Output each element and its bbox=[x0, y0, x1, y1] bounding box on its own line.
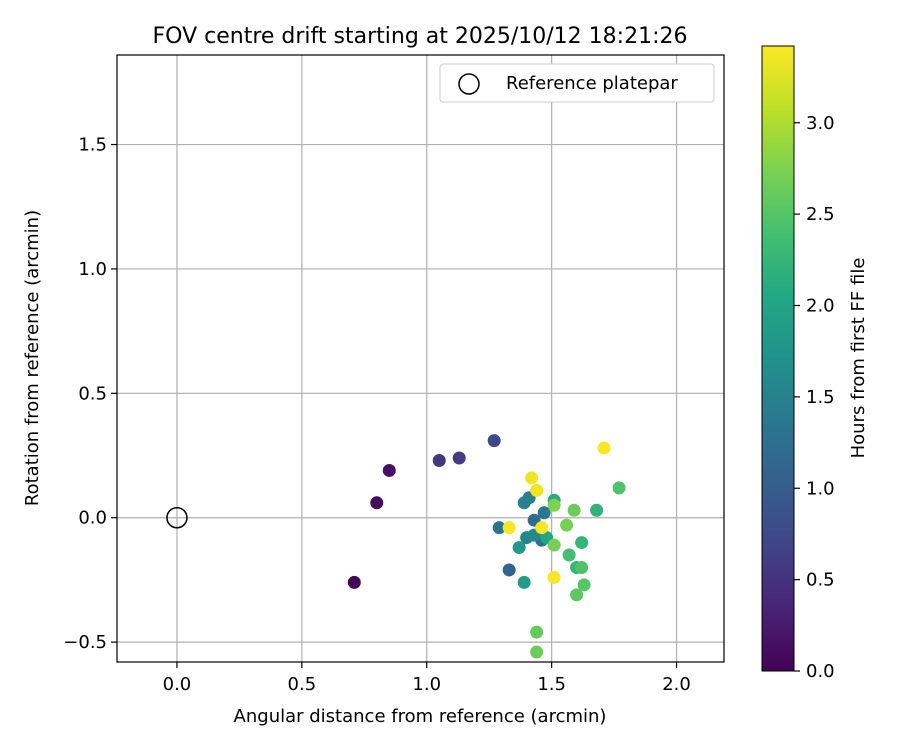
legend-box bbox=[439, 63, 715, 103]
colorbar-label: Hours from first FF file bbox=[848, 258, 869, 459]
data-point bbox=[517, 575, 531, 589]
data-point bbox=[452, 451, 466, 465]
scatter-points bbox=[347, 434, 626, 659]
legend: Reference platepar bbox=[439, 63, 715, 103]
colorbar-tick-label: 2.0 bbox=[806, 296, 835, 317]
data-point bbox=[547, 498, 561, 512]
data-point bbox=[535, 521, 549, 535]
x-tick-label: 0.0 bbox=[163, 674, 192, 695]
data-point bbox=[567, 503, 581, 517]
y-tick-label: 0.0 bbox=[78, 508, 107, 529]
data-point bbox=[530, 645, 544, 659]
plot-area: 0.0 0.5 1.0 1.5 2.0 −0.5 0.0 0.5 1.0 1.5 bbox=[63, 54, 725, 695]
colorbar-tick-label: 1.5 bbox=[806, 387, 835, 408]
y-tick-label: 1.0 bbox=[78, 259, 107, 280]
x-tick-label: 0.5 bbox=[288, 674, 317, 695]
chart-title: FOV centre drift starting at 2025/10/12 … bbox=[153, 24, 688, 49]
data-point bbox=[547, 570, 561, 584]
data-point bbox=[487, 434, 501, 448]
colorbar-tick-label: 0.0 bbox=[806, 661, 835, 682]
colorbar-tick-label: 0.5 bbox=[806, 570, 835, 591]
x-tick-label: 1.0 bbox=[412, 674, 441, 695]
data-point bbox=[512, 541, 526, 555]
y-tick-label: −0.5 bbox=[63, 632, 107, 653]
x-tick-label: 1.5 bbox=[537, 674, 566, 695]
legend-entry: Reference platepar bbox=[506, 73, 678, 94]
data-point bbox=[560, 518, 574, 532]
data-point bbox=[517, 496, 531, 510]
reference-point-marker bbox=[166, 506, 188, 529]
data-point bbox=[547, 538, 561, 552]
x-axis-ticks: 0.0 0.5 1.0 1.5 2.0 bbox=[163, 662, 691, 695]
data-point bbox=[525, 471, 539, 485]
data-point bbox=[382, 463, 396, 477]
data-point bbox=[562, 548, 576, 562]
data-point bbox=[530, 483, 544, 497]
data-point bbox=[370, 496, 384, 510]
y-axis-label: Rotation from reference (arcmin) bbox=[22, 210, 43, 506]
colorbar-tick-label: 3.0 bbox=[806, 113, 835, 134]
data-point bbox=[492, 521, 506, 535]
y-tick-label: 1.5 bbox=[78, 135, 107, 156]
data-point bbox=[575, 536, 589, 550]
data-point bbox=[502, 563, 516, 577]
data-point bbox=[530, 625, 544, 639]
plot-frame bbox=[116, 54, 725, 663]
colorbar-ticks: 0.0 0.5 1.0 1.5 2.0 2.5 3.0 bbox=[794, 113, 835, 682]
grid-lines bbox=[117, 55, 724, 662]
data-point bbox=[612, 481, 626, 495]
data-point bbox=[432, 453, 446, 467]
x-tick-label: 2.0 bbox=[662, 674, 691, 695]
y-axis-ticks: −0.5 0.0 0.5 1.0 1.5 bbox=[63, 135, 117, 653]
colorbar-tick-label: 1.0 bbox=[806, 478, 835, 499]
colorbar-tick-label: 2.5 bbox=[806, 204, 835, 225]
data-point bbox=[347, 575, 361, 589]
data-point bbox=[577, 578, 591, 592]
data-point bbox=[570, 588, 584, 602]
data-point bbox=[597, 441, 611, 455]
colorbar: 0.0 0.5 1.0 1.5 2.0 2.5 3.0 Hours from first F… bbox=[761, 45, 869, 682]
data-point bbox=[575, 560, 589, 574]
legend-marker bbox=[458, 73, 480, 95]
colorbar-gradient bbox=[761, 45, 795, 672]
data-point bbox=[502, 521, 516, 535]
data-point bbox=[537, 506, 551, 520]
data-point bbox=[590, 503, 604, 517]
y-tick-label: 0.5 bbox=[78, 383, 107, 404]
x-axis-label: Angular distance from reference (arcmin) bbox=[234, 706, 607, 727]
